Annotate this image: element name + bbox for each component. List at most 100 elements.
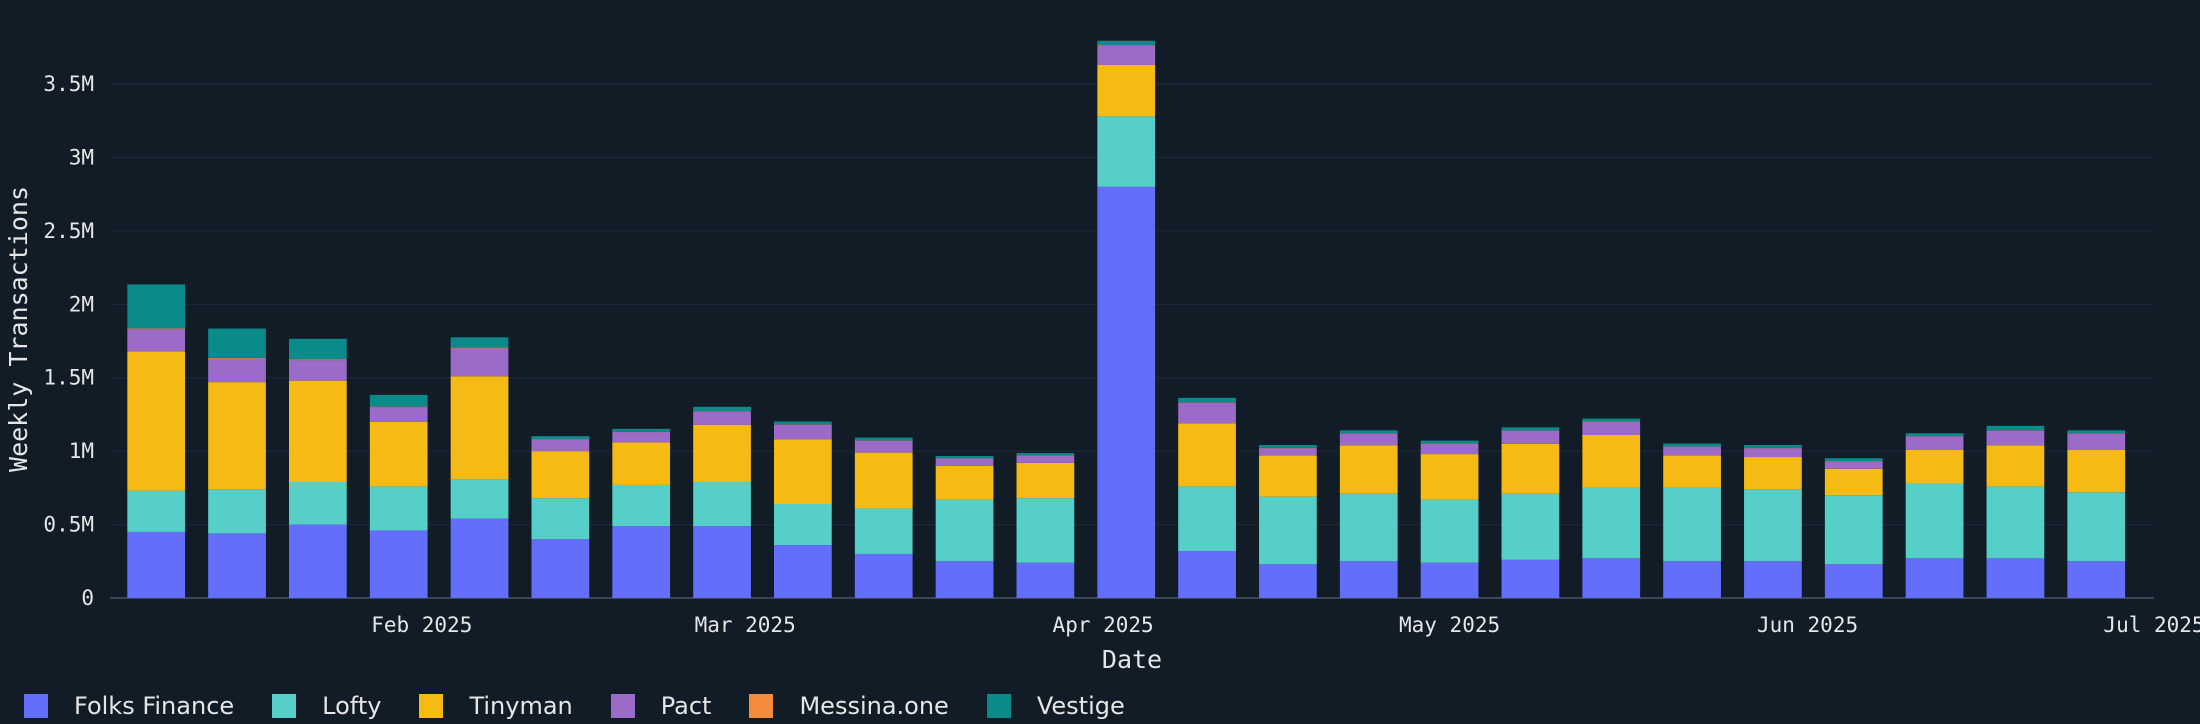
- bar-segment: [1663, 487, 1721, 562]
- bar-segment: [774, 424, 832, 440]
- bar-segment: [693, 406, 751, 412]
- bar-segment: [1986, 486, 2045, 559]
- bar-segment: [1824, 458, 1883, 462]
- bar-segment: [1582, 435, 1641, 488]
- y-tick-label: 0: [81, 586, 94, 610]
- bar-segment: [208, 328, 266, 358]
- legend-swatch: [986, 694, 1011, 718]
- bar-segment: [531, 436, 590, 440]
- bar-segment: [774, 421, 832, 425]
- bar-segment: [1905, 558, 1964, 598]
- bar-segment: [1420, 562, 1479, 598]
- bar-segment: [1178, 423, 1236, 487]
- bar-segment: [1663, 561, 1721, 598]
- bar-segment: [612, 428, 671, 432]
- bar-segment: [127, 284, 186, 329]
- bar-segment: [1986, 425, 2045, 431]
- bar-segment: [531, 498, 590, 540]
- bar-segment: [774, 545, 832, 598]
- bar-segment: [369, 421, 428, 487]
- x-tick-label: May 2025: [1399, 613, 1500, 637]
- bar-segment: [208, 382, 266, 490]
- bars: [127, 40, 2126, 598]
- legend-swatch: [610, 694, 635, 718]
- bar-segment: [1905, 449, 1964, 484]
- bar-segment: [1339, 445, 1398, 494]
- bar-segment: [935, 561, 994, 598]
- bar-segment: [1663, 446, 1721, 456]
- bar-segment: [1501, 430, 1560, 444]
- bar-segment: [1501, 443, 1560, 494]
- legend-label: Lofty: [322, 692, 382, 720]
- bar-segment: [127, 531, 186, 598]
- bar-segment: [1420, 454, 1479, 500]
- legend-label: Messina.one: [799, 692, 949, 720]
- bar-segment: [450, 376, 509, 480]
- legend-item[interactable]: Messina.one: [749, 692, 949, 720]
- legend-label: Pact: [660, 692, 712, 720]
- legend-item[interactable]: Tinyman: [419, 692, 573, 720]
- legend-swatch: [24, 694, 48, 718]
- bar-segment: [1744, 444, 1802, 448]
- bar-segment: [1016, 453, 1075, 456]
- y-tick-label: 3.5M: [43, 72, 94, 96]
- bar-segment: [612, 526, 671, 598]
- bar-segment: [1016, 498, 1075, 563]
- bar-segment: [854, 508, 913, 554]
- bar-segment: [1986, 430, 2045, 446]
- bar-segment: [531, 539, 590, 598]
- bar-segment: [1097, 45, 1156, 65]
- bar-segment: [693, 526, 751, 598]
- bar-segment: [1339, 433, 1398, 446]
- bar-segment: [127, 328, 186, 330]
- bar-segment: [1501, 493, 1560, 560]
- bar-segment: [1178, 402, 1236, 424]
- bar-segment: [450, 518, 509, 598]
- bar-segment: [2067, 433, 2126, 450]
- bar-segment: [450, 348, 509, 377]
- bar-segment: [1016, 455, 1075, 463]
- bar-segment: [1582, 418, 1641, 422]
- bar-segment: [531, 439, 590, 452]
- bar-segment: [2067, 561, 2126, 598]
- bar-segment: [1744, 457, 1802, 490]
- x-tick-label: Feb 2025: [371, 613, 472, 637]
- bar-segment: [1016, 462, 1075, 499]
- bar-segment: [1178, 551, 1236, 598]
- bar-segment: [774, 439, 832, 505]
- bar-segment: [2067, 430, 2126, 434]
- bar-segment: [1501, 427, 1560, 431]
- bar-segment: [1339, 430, 1398, 434]
- bar-segment: [1824, 495, 1883, 565]
- bar-segment: [1744, 489, 1802, 562]
- bar-segment: [1259, 448, 1317, 456]
- x-tick-label: Mar 2025: [695, 613, 796, 637]
- bar-segment: [1097, 40, 1156, 46]
- bar-segment: [1016, 562, 1075, 598]
- bar-segment: [1824, 461, 1883, 469]
- bar-segment: [288, 481, 347, 525]
- bar-segment: [127, 351, 186, 491]
- legend-item[interactable]: Pact: [610, 692, 712, 720]
- bar-segment: [935, 465, 994, 500]
- bar-segment: [208, 489, 266, 534]
- legend-swatch: [272, 694, 297, 718]
- bar-segment: [1905, 436, 1964, 450]
- x-tick-label: Jun 2025: [1757, 613, 1858, 637]
- bar-segment: [208, 533, 266, 598]
- legend: Folks Finance Lofty Tinyman Pact Messina.one…: [24, 690, 1163, 722]
- bar-segment: [369, 394, 428, 407]
- legend-item[interactable]: Lofty: [272, 692, 381, 720]
- bar-segment: [935, 458, 994, 466]
- legend-item[interactable]: Vestige: [986, 692, 1125, 720]
- bar-segment: [1097, 116, 1156, 187]
- bar-segment: [288, 524, 347, 598]
- legend-swatch: [419, 694, 444, 718]
- bar-segment: [1420, 499, 1479, 563]
- bar-segment: [1259, 564, 1317, 598]
- bar-segment: [531, 451, 590, 499]
- bar-segment: [369, 407, 428, 422]
- y-tick-label: 2M: [69, 292, 94, 316]
- legend-item[interactable]: Folks Finance: [24, 692, 234, 720]
